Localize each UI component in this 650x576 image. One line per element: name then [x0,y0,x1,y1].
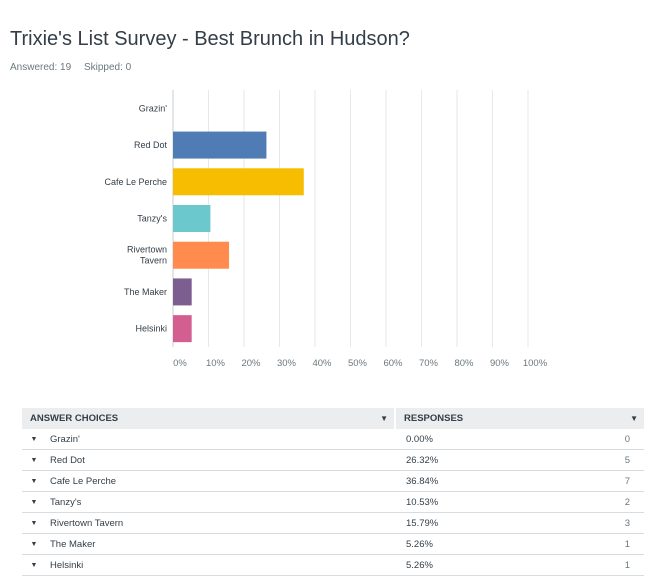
bar[interactable] [173,131,267,159]
response-percent: 0.00% [406,433,433,445]
response-percent: 10.53% [406,496,439,508]
bar[interactable] [173,241,230,269]
x-tick-label: 40% [312,358,332,369]
response-count: 1 [624,538,630,550]
category-label: Rivertown Tavern [127,245,167,266]
bar[interactable] [173,168,304,196]
expand-caret-icon[interactable]: ▼ [30,498,38,506]
results-table: ANSWER CHOICES ▼ RESPONSES ▼ ▼ Grazin' 0.0… [22,408,644,576]
response-percent: 26.32% [406,454,439,466]
response-count: 3 [624,517,630,529]
table-body: ▼ Grazin' 0.00% 0 ▼ Red Dot 26.32% 5 ▼ Cafe Le Pe… [22,429,644,576]
answer-choice-label: The Maker [50,538,96,550]
table-row[interactable]: ▼ Helsinki 5.26% 1 [22,555,644,576]
x-tick-label: 70% [419,358,439,369]
table-header: ANSWER CHOICES ▼ RESPONSES ▼ [22,408,644,429]
expand-caret-icon[interactable]: ▼ [30,540,38,548]
answer-choice-cell: ▼ Grazin' [22,434,398,445]
answer-choice-label: Helsinki [50,559,84,571]
expand-caret-icon[interactable]: ▼ [30,456,38,464]
x-tick-label: 50% [348,358,368,369]
bar[interactable] [173,205,211,232]
bar-chart: 0% 10% 20% 30% 40% 50% 60% 70% 80% 90% 100% Grazin'… [104,90,548,369]
response-count: 7 [624,475,630,487]
bar[interactable] [173,315,192,343]
bar[interactable] [173,278,192,306]
answer-choice-cell: ▼ Cafe Le Perche [22,476,398,487]
answer-choice-label: Grazin' [50,433,80,445]
sort-down-icon[interactable]: ▼ [380,414,388,423]
response-percent: 5.26% [406,559,433,571]
expand-caret-icon[interactable]: ▼ [30,561,38,569]
x-tick-label: 90% [490,358,510,369]
table-row[interactable]: ▼ Rivertown Tavern 15.79% 3 [22,513,644,534]
answer-choice-cell: ▼ The Maker [22,539,398,550]
x-tick-label: 0% [173,358,187,369]
answer-choice-label: Red Dot [50,454,85,466]
response-count: 0 [624,433,630,445]
category-label: Tanzy's [137,214,167,224]
answer-choices-header-label: ANSWER CHOICES [30,413,119,424]
x-tick-label: 10% [206,358,226,369]
response-summary: Answered: 19 Skipped: 0 [10,62,141,73]
expand-caret-icon[interactable]: ▼ [30,477,38,485]
answered-count: Answered: 19 [10,62,72,73]
category-label: Red Dot [134,140,168,150]
page-title: Trixie's List Survey - Best Brunch in Hu… [10,28,410,50]
x-tick-label: 60% [383,358,403,369]
response-percent: 15.79% [406,517,439,529]
table-row[interactable]: ▼ The Maker 5.26% 1 [22,534,644,555]
expand-caret-icon[interactable]: ▼ [30,519,38,527]
x-tick-label: 20% [241,358,261,369]
sort-down-icon[interactable]: ▼ [630,414,638,423]
skipped-count: Skipped: 0 [83,62,132,73]
x-tick-label: 30% [277,358,297,369]
answer-choice-cell: ▼ Red Dot [22,455,398,466]
category-label: Helsinki [135,324,167,334]
x-tick-label: 80% [454,358,474,369]
category-label: The Maker [124,287,167,297]
answer-choice-label: Tanzy's [50,496,82,508]
answer-choice-label: Cafe Le Perche [50,475,117,487]
answer-choice-cell: ▼ Helsinki [22,560,398,571]
table-row[interactable]: ▼ Tanzy's 10.53% 2 [22,492,644,513]
table-row[interactable]: ▼ Grazin' 0.00% 0 [22,429,644,450]
category-label: Grazin' [139,103,168,113]
table-row[interactable]: ▼ Cafe Le Perche 36.84% 7 [22,471,644,492]
answer-choice-cell: ▼ Tanzy's [22,497,398,508]
response-count: 5 [624,454,630,466]
responses-header-label: RESPONSES [404,413,464,424]
response-count: 1 [624,559,630,571]
answer-choice-cell: ▼ Rivertown Tavern [22,518,398,529]
response-percent: 36.84% [406,475,439,487]
response-count: 2 [624,496,630,508]
responses-header[interactable]: RESPONSES ▼ [396,408,644,429]
table-row[interactable]: ▼ Red Dot 26.32% 5 [22,450,644,471]
expand-caret-icon[interactable]: ▼ [30,435,38,443]
answer-choice-label: Rivertown Tavern [50,517,124,529]
category-label: Cafe Le Perche [104,177,167,187]
answer-choices-header[interactable]: ANSWER CHOICES ▼ [22,408,396,429]
response-percent: 5.26% [406,538,433,550]
x-tick-label: 100% [523,358,548,369]
